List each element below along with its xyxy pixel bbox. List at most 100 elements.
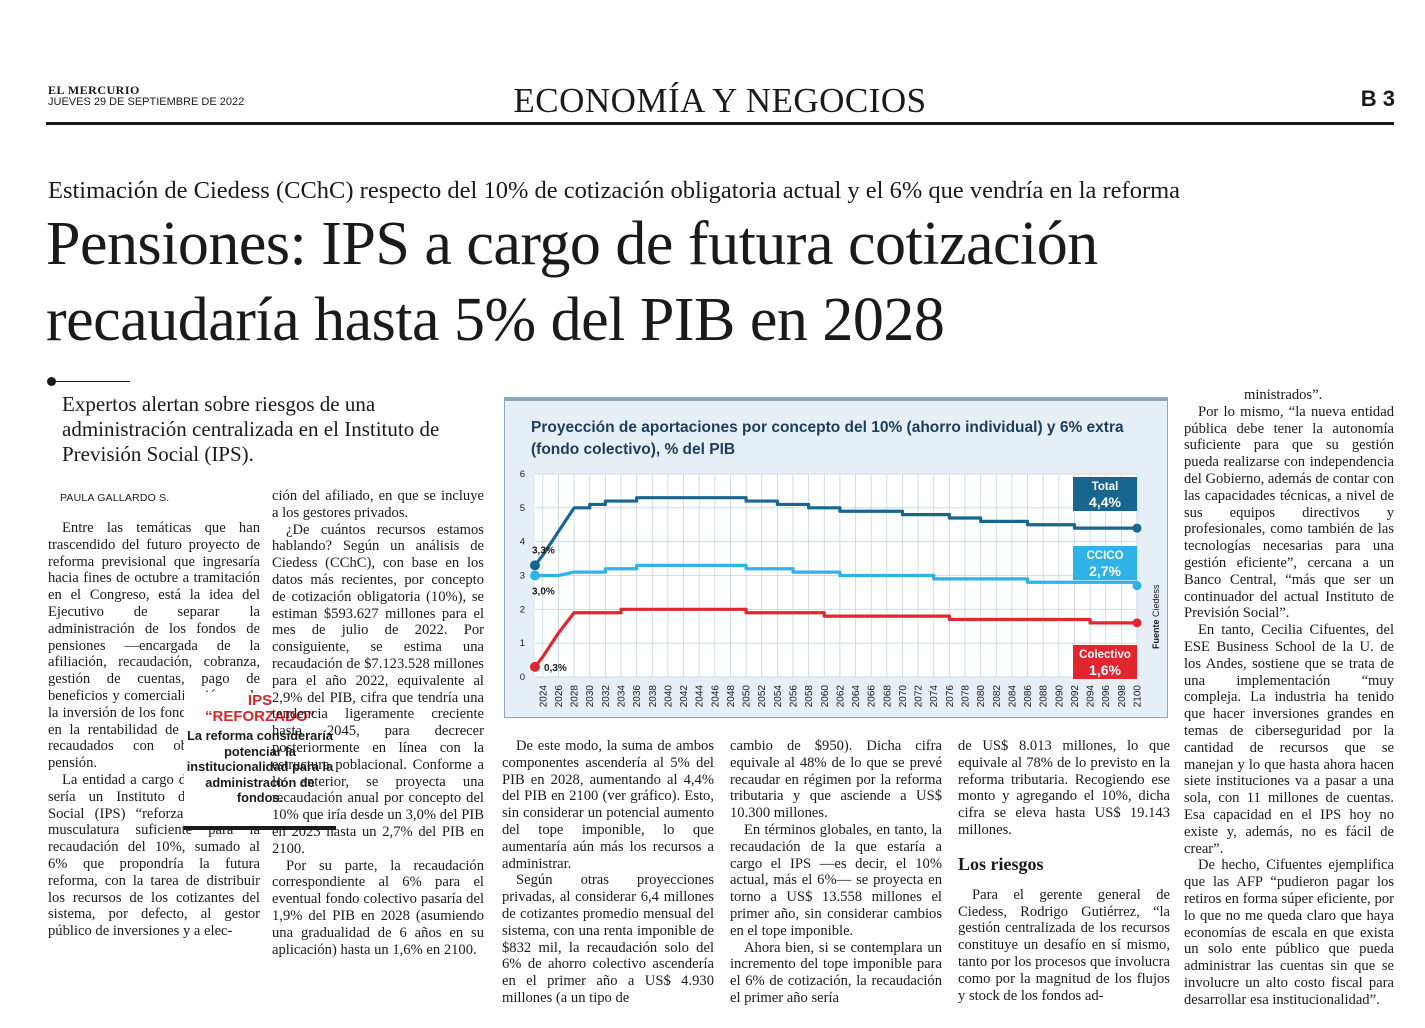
series-legend-box-total	[1073, 477, 1137, 511]
series-start-label-colectivo: 0,3%	[544, 663, 567, 674]
article-column-3: De este modo, la suma de ambos component…	[502, 738, 714, 1007]
chart-panel: Proyección de aportaciones por concepto …	[504, 397, 1168, 718]
series-end-value-colectivo: 1,6%	[1089, 662, 1121, 678]
series-start-point-colectivo	[530, 661, 540, 672]
series-end-point-colectivo	[1132, 618, 1142, 628]
x-tick-label: 2056	[789, 685, 800, 708]
y-tick-label: 6	[520, 469, 525, 480]
deck-rule	[56, 381, 130, 382]
x-tick-label: 2072	[914, 685, 925, 708]
series-line-colectivo	[533, 607, 1137, 668]
x-tick-label: 2082	[992, 685, 1003, 708]
paragraph: En tanto, Cecilia Cifuentes, del ESE Bus…	[1184, 622, 1394, 857]
sidebar-box-label-2: “REFORZADO”	[205, 708, 315, 725]
article-column-1: Entre las temáticas que han trascendido …	[48, 520, 260, 940]
paragraph: ¿De cuántos recursos estamos hablando? S…	[272, 521, 484, 857]
x-tick-label: 2060	[820, 685, 831, 708]
x-tick-label: 2050	[742, 685, 753, 708]
paragraph: Ahora bien, si se contemplara un increme…	[730, 939, 942, 1006]
paragraph: Entre las temáticas que han trascendido …	[48, 520, 260, 772]
paragraph: De este modo, la suma de ambos component…	[502, 738, 714, 872]
x-tick-label: 2032	[601, 685, 612, 708]
x-tick-label: 2058	[804, 685, 815, 708]
x-tick-label: 2054	[773, 685, 784, 708]
x-tick-label: 2026	[554, 685, 565, 708]
page-number: B 3	[1360, 86, 1395, 111]
deck-bullet-icon	[47, 377, 56, 386]
byline: PAULA GALLARDO S.	[60, 492, 170, 504]
x-tick-label: 2042	[679, 685, 690, 708]
masthead: EL MERCURIO JUEVES 29 DE SEPTIEMBRE DE 2…	[48, 84, 244, 109]
x-tick-label: 2036	[632, 685, 643, 708]
x-tick-label: 2070	[898, 685, 909, 708]
series-start-point-total	[530, 560, 540, 571]
series-name-ccico: CCICO	[1086, 550, 1123, 562]
paragraph: De hecho, Cifuentes ejemplifica que las …	[1184, 857, 1394, 1008]
paper-date: JUEVES 29 DE SEPTIEMBRE DE 2022	[48, 96, 245, 108]
sidebar-box-text: La reforma consideraría potenciar la ins…	[186, 728, 334, 805]
paragraph: Por su parte, la recaudación correspondi…	[272, 857, 484, 958]
series-end-point-ccico	[1132, 581, 1142, 591]
chart-source-name: Ciedess	[1151, 584, 1161, 617]
x-tick-label: 2074	[929, 685, 940, 708]
x-tick-label: 2076	[945, 685, 956, 708]
y-tick-label: 3	[520, 571, 525, 582]
headline-line-2: recaudaría hasta 5% del PIB en 2028	[46, 286, 945, 354]
y-tick-label: 0	[520, 672, 525, 683]
x-tick-label: 2068	[882, 685, 893, 708]
section-title: ECONOMÍA Y NEGOCIOS	[513, 81, 927, 120]
series-line-total	[533, 496, 1137, 567]
x-tick-label: 2048	[726, 685, 737, 708]
y-tick-label: 2	[520, 604, 525, 615]
sidebar-box: IPS “REFORZADO” La reforma consideraría …	[184, 693, 336, 830]
series-legend-box-ccico	[1073, 546, 1137, 580]
series-start-point-ccico	[530, 570, 540, 581]
y-tick-label: 4	[520, 537, 525, 548]
chart-title: Proyección de aportaciones por concepto …	[531, 419, 1124, 458]
x-tick-label: 2100	[1133, 685, 1144, 708]
header-rule	[46, 122, 1394, 125]
paragraph: Por lo mismo, “la nueva entidad pública …	[1184, 403, 1394, 622]
x-tick-label: 2034	[617, 685, 628, 708]
x-tick-label: 2078	[961, 685, 972, 708]
x-tick-label: 2064	[851, 685, 862, 708]
paper-name: EL MERCURIO	[48, 83, 140, 97]
series-name-total: Total	[1092, 481, 1119, 493]
headline-line-1: Pensiones: IPS a cargo de futura cotizac…	[46, 210, 1098, 278]
paragraph: de US$ 8.013 millones, lo que equivale a…	[958, 738, 1170, 838]
x-tick-label: 2090	[1054, 685, 1065, 708]
line-chart: 0 1 2 3 4 5 6 2024 2026 2028 2030 2032 2034 2036 2038 2…	[520, 469, 1144, 708]
x-tick-label: 2088	[1039, 685, 1050, 708]
series-end-value-total: 4,4%	[1089, 494, 1121, 510]
y-tick-label: 5	[520, 503, 525, 514]
paragraph: ción del afiliado, en que se incluye a l…	[272, 488, 484, 521]
x-tick-label: 2094	[1086, 685, 1097, 708]
x-tick-label: 2040	[663, 685, 674, 708]
x-tick-label: 2098	[1117, 685, 1128, 708]
series-start-label-ccico: 3,0%	[532, 587, 555, 598]
x-tick-label: 2084	[1007, 685, 1018, 708]
chart-source-label: Fuente	[1151, 619, 1161, 649]
x-tick-label: 2066	[867, 685, 878, 708]
sidebar-box-label-1: IPS	[247, 692, 273, 709]
x-tick-label: 2080	[976, 685, 987, 708]
x-tick-label: 2038	[648, 685, 659, 708]
x-tick-label: 2024	[538, 685, 549, 708]
chart-source: Fuente Ciedess	[1151, 584, 1161, 649]
series-end-point-total	[1132, 523, 1142, 533]
x-tick-label: 2096	[1101, 685, 1112, 708]
article-column-6: ministrados”. Por lo mismo, “la nueva en…	[1184, 387, 1394, 1008]
x-tick-label: 2092	[1070, 685, 1081, 708]
paragraph: Según otras proyecciones privadas, al co…	[502, 872, 714, 1006]
article-column-2: ción del afiliado, en que se incluye a l…	[272, 488, 484, 958]
paragraph: En términos globales, en tanto, la recau…	[730, 821, 942, 939]
paragraph: ministrados”.	[1244, 387, 1323, 403]
paragraph: cambio de $950). Dicha cifra equivale al…	[730, 738, 942, 822]
x-tick-label: 2030	[585, 685, 596, 708]
kicker: Estimación de Ciedess (CChC) respecto de…	[48, 177, 1181, 204]
paragraph: Para el gerente general de Ciedess, Rodr…	[958, 886, 1170, 1004]
paragraph: La entidad a cargo de lo primero sería u…	[48, 771, 260, 940]
y-tick-label: 1	[520, 638, 525, 649]
headline: Pensiones: IPS a cargo de futura cotizac…	[46, 206, 1098, 358]
x-tick-label: 2062	[835, 685, 846, 708]
